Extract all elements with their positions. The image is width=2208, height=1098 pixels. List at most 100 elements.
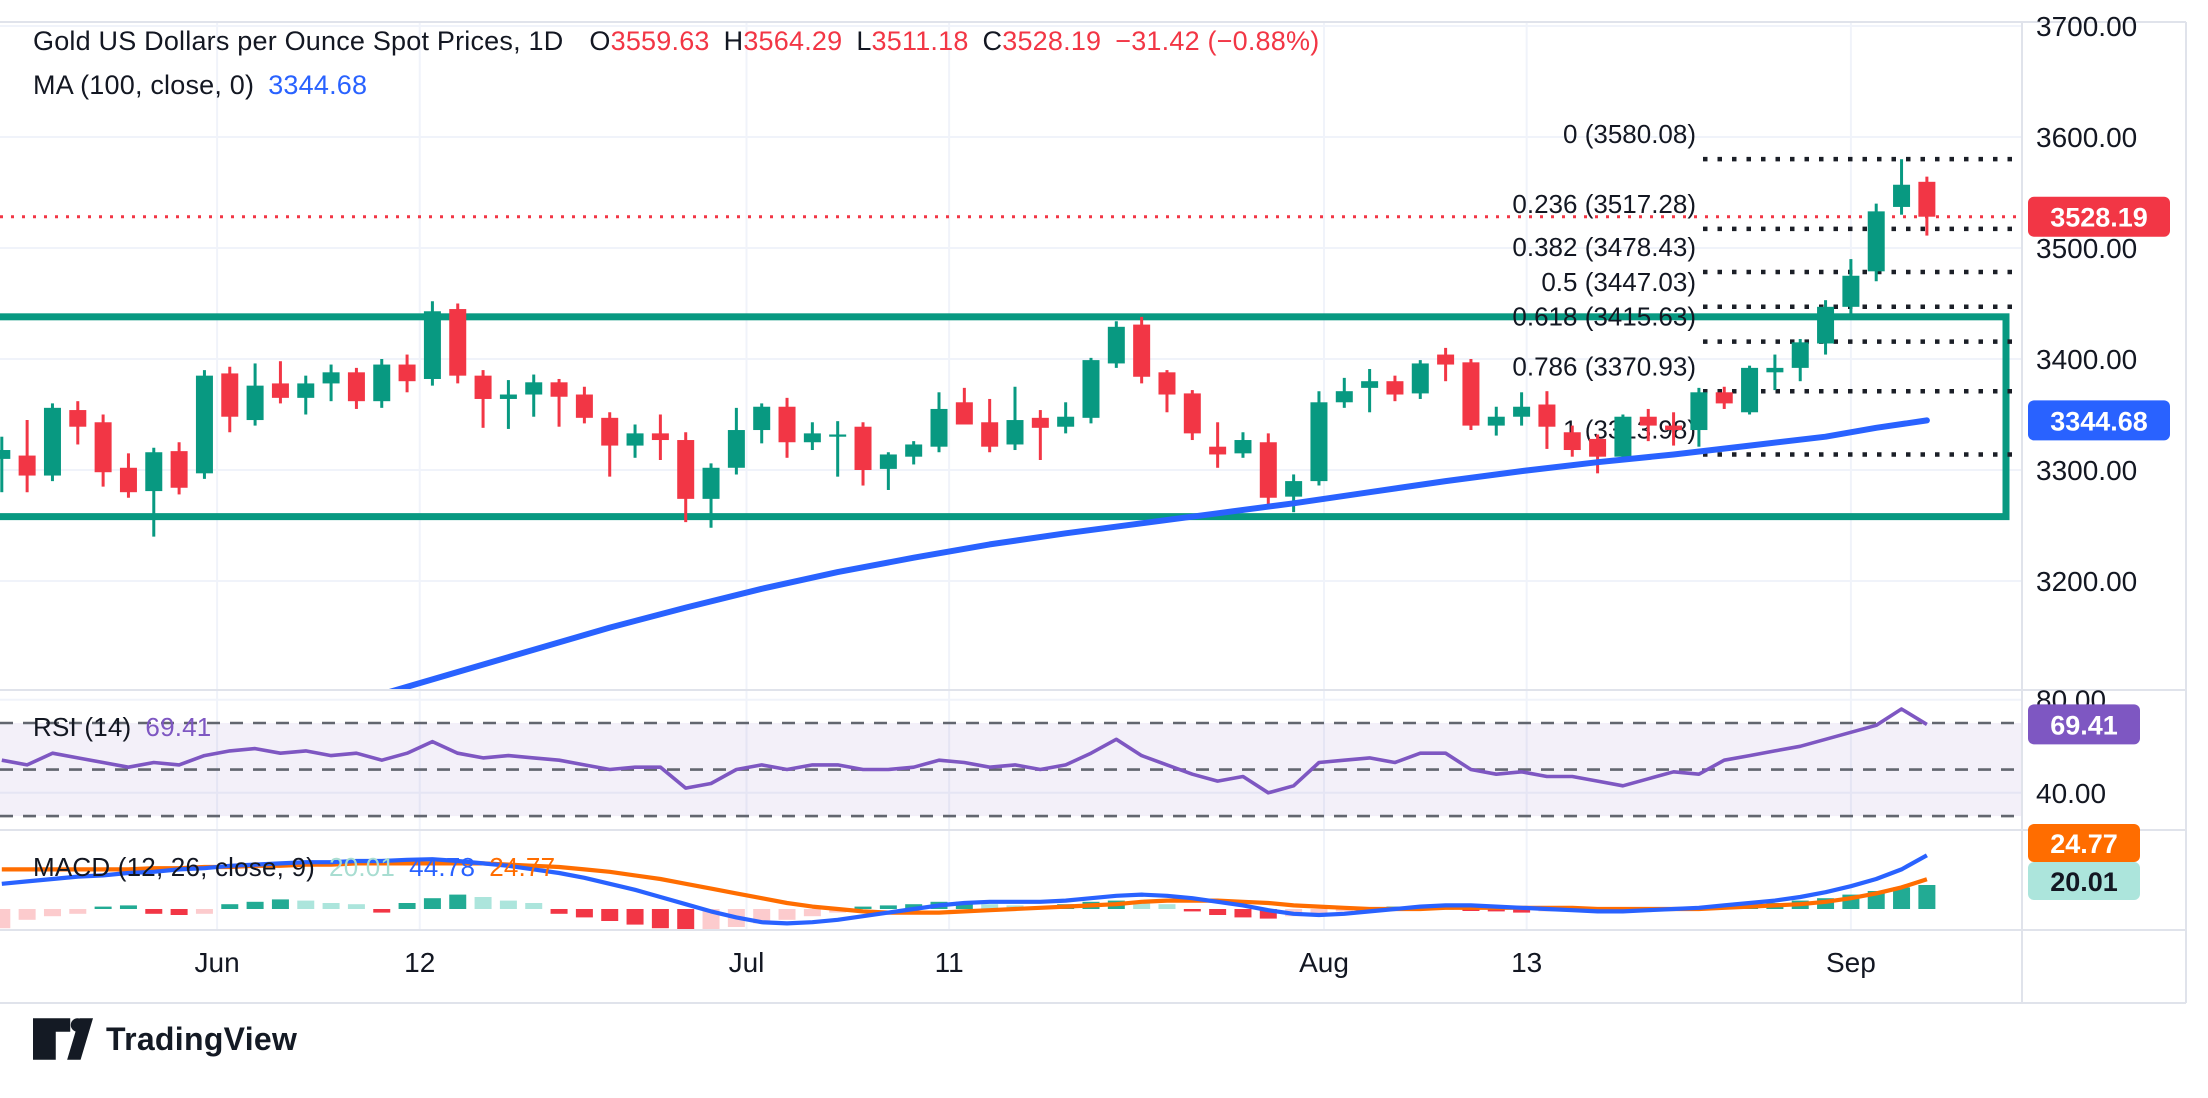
candle-up <box>702 467 720 499</box>
time-axis-label: 12 <box>404 947 435 978</box>
macd-label: MACD (12, 26, close, 9) <box>33 852 316 882</box>
candle-down <box>1209 446 1227 455</box>
candle-up <box>1310 402 1328 482</box>
macd-hist-bar <box>1158 904 1176 909</box>
candle-up <box>0 450 11 459</box>
rsi-legend-row[interactable]: RSI (14) 69.41 <box>33 712 211 743</box>
price-badge: 3344.68 <box>2028 400 2170 441</box>
candle-up <box>1791 342 1809 368</box>
price-axis[interactable]: 3700.00 3600.00 3500.00 3400.00 3300.00 3200.… <box>2028 11 2170 900</box>
candle-up <box>322 372 340 384</box>
candle-up <box>905 444 923 457</box>
candle-up <box>1513 406 1531 417</box>
macd-pane[interactable] <box>0 853 1936 932</box>
candle-down <box>1589 438 1607 457</box>
zone-box[interactable] <box>0 313 2010 521</box>
rsi-pane[interactable] <box>0 707 2022 818</box>
candle-down <box>474 375 492 399</box>
macd-hist-bar <box>1893 887 1911 909</box>
candle-down <box>854 426 872 470</box>
ma-label: MA (100, close, 0) <box>33 70 255 100</box>
time-axis-label: 11 <box>935 947 964 978</box>
price-axis-label: 3700.00 <box>2036 11 2137 42</box>
candle-down <box>1437 354 1455 365</box>
tradingview-logo-link[interactable]: TradingView <box>33 1018 297 1060</box>
candle-down <box>651 433 669 441</box>
macd-hist-bar <box>854 906 872 909</box>
time-axis[interactable]: Jun 12 Jul 11 Aug 13 Sep <box>195 947 1876 978</box>
macd-hist-bar <box>246 901 264 909</box>
candle-up <box>1361 381 1379 388</box>
candle-up <box>1842 275 1860 307</box>
macd-hist-bar <box>1335 909 1353 912</box>
candle-up <box>727 430 745 468</box>
price-pane[interactable] <box>0 313 2010 521</box>
candle-down <box>449 309 467 376</box>
ma100-line[interactable] <box>382 417 1930 694</box>
candle-down <box>398 364 416 382</box>
price-badge-text: 3344.68 <box>2050 406 2148 436</box>
candles[interactable] <box>0 159 1936 537</box>
macd-hist-bar <box>1234 909 1252 918</box>
candle-down <box>1183 393 1201 434</box>
ma-legend-row[interactable]: MA (100, close, 0) 3344.68 <box>33 70 367 101</box>
candle-down <box>221 373 239 417</box>
candle-up <box>1817 306 1835 344</box>
candle-down <box>1031 417 1049 428</box>
candle-up <box>879 454 897 469</box>
candle-up <box>1766 367 1784 373</box>
macd-hist-bar <box>398 903 416 909</box>
macd-hist-bar <box>297 900 315 909</box>
macd-hist-badge: 20.01 <box>2028 862 2140 900</box>
macd-hist-bar <box>271 899 289 909</box>
macd-hist-bar <box>575 909 593 918</box>
candle-down <box>1563 432 1581 451</box>
macd-hist-bar <box>43 909 61 917</box>
macd-hist-bar <box>69 909 87 914</box>
macd-signal-value: 24.77 <box>489 852 556 882</box>
macd-hist-bar <box>677 909 695 930</box>
ohlc-low-key: L <box>856 26 872 56</box>
macd-hist-bar <box>1487 909 1505 912</box>
rsi-badge-bg <box>2028 704 2140 745</box>
candle-down <box>1665 425 1683 431</box>
candle-up <box>1285 481 1303 497</box>
macd-hist-value: 20.01 <box>329 852 396 882</box>
candle-down <box>1158 372 1176 395</box>
rsi-badge-text: 69.41 <box>2050 710 2118 740</box>
macd-line-value: 44.78 <box>409 852 476 882</box>
candle-down <box>170 451 188 488</box>
rsi-line <box>1 707 1928 795</box>
macd-hist-bar <box>94 906 112 909</box>
candle-down <box>778 406 796 443</box>
macd-hist-bar <box>221 904 239 909</box>
macd-hist-bar <box>601 909 619 921</box>
ma-value: 3344.68 <box>268 70 368 100</box>
candle-down <box>271 383 289 398</box>
candle-up <box>195 375 213 474</box>
candle-up <box>930 408 948 447</box>
candle-up <box>1614 416 1632 457</box>
tradingview-logo-icon <box>33 1018 93 1060</box>
macd-hist-bar <box>322 903 340 909</box>
macd-hist-bar <box>981 904 999 909</box>
candle-down <box>1538 404 1556 427</box>
candle-up <box>423 311 441 379</box>
price-badge: 3528.19 <box>2028 196 2170 237</box>
fib-retracement[interactable]: 0 (3580.08) 0.236 (3517.28) 0.382 (3478.43… <box>1512 119 2020 457</box>
fib-level-label: 0 (3580.08) <box>1563 119 1696 149</box>
macd-legend-row[interactable]: MACD (12, 26, close, 9) 20.01 44.78 24.77 <box>33 852 555 883</box>
fib-level-label: 0.618 (3415.63) <box>1512 302 1696 332</box>
time-axis-label: Jul <box>729 947 765 978</box>
price-axis-label: 3500.00 <box>2036 233 2137 264</box>
macd-hist-bar <box>651 909 669 929</box>
time-axis-label: 13 <box>1511 947 1542 978</box>
candle-down <box>575 394 593 418</box>
macd-hist-bar <box>1513 909 1531 913</box>
symbol-legend-row[interactable]: Gold US Dollars per Ounce Spot Prices, 1… <box>33 26 1319 57</box>
macd-hist-bar <box>170 909 188 915</box>
candle-up <box>1690 392 1708 431</box>
macd-hist-bar <box>1183 909 1201 912</box>
